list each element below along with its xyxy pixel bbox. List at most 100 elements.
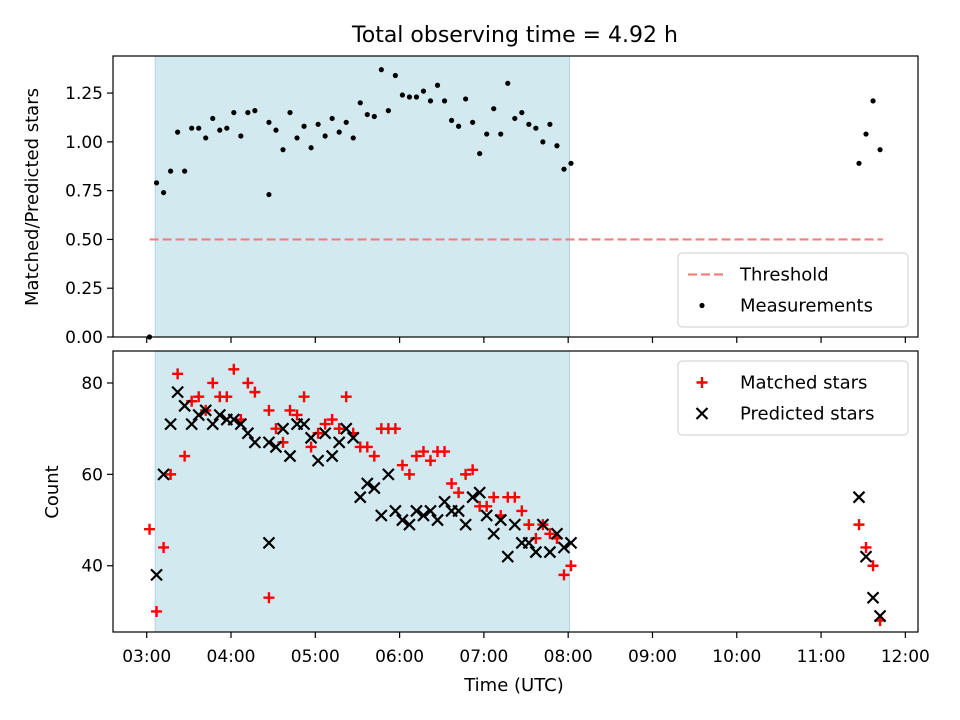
x-tick-label: 10:00 (712, 647, 761, 667)
data-point (263, 404, 275, 416)
data-point (263, 592, 275, 604)
data-point (294, 135, 300, 141)
x-tick-label: 11:00 (797, 647, 846, 667)
data-point (382, 468, 395, 481)
data-point (269, 440, 283, 454)
data-point (453, 487, 465, 499)
y-tick-label: 60 (81, 465, 103, 485)
data-point (210, 115, 216, 122)
data-point (168, 168, 174, 174)
legend: Matched stars Predicted stars (677, 360, 909, 436)
y-tick-label: 0.75 (65, 182, 103, 202)
data-point (410, 504, 423, 518)
data-point (441, 98, 448, 104)
data-point (396, 513, 409, 527)
data-point (456, 123, 462, 129)
data-point (164, 417, 177, 431)
legend-label: Matched stars (740, 373, 867, 394)
data-point (417, 446, 429, 458)
data-point (536, 518, 550, 531)
data-point (228, 363, 240, 375)
data-point (470, 119, 476, 125)
data-point (266, 191, 272, 198)
legend: Threshold Measurements (677, 252, 909, 328)
data-point (153, 180, 160, 186)
data-point (431, 513, 444, 527)
data-point (217, 127, 223, 133)
data-point (273, 127, 279, 133)
data-point (315, 121, 321, 127)
data-point (860, 541, 872, 553)
data-point (420, 88, 427, 94)
data-point (417, 509, 430, 522)
data-point (308, 145, 314, 151)
legend-label: Threshold (739, 265, 829, 286)
data-point (477, 150, 483, 157)
data-point (568, 160, 574, 166)
data-point (561, 166, 567, 172)
data-point (863, 131, 869, 137)
data-point (448, 117, 455, 123)
y-tick-label: 0.25 (65, 279, 103, 299)
data-point (318, 426, 332, 440)
data-point (325, 449, 339, 463)
data-point (291, 409, 303, 421)
data-point (221, 391, 233, 403)
data-point (270, 423, 282, 435)
data-point (509, 491, 521, 503)
data-point (484, 131, 490, 137)
data-point (189, 125, 195, 131)
y-tick-label: 40 (81, 557, 103, 577)
data-point (544, 528, 556, 540)
data-point (410, 450, 422, 462)
data-point (565, 560, 577, 572)
data-point (491, 106, 497, 112)
data-point (852, 490, 866, 504)
legend-dot-swatch (699, 302, 705, 309)
data-point (424, 504, 437, 518)
data-point (859, 550, 873, 563)
data-point (406, 94, 413, 100)
data-point (298, 391, 310, 403)
data-point (322, 133, 328, 139)
data-point (439, 446, 451, 458)
data-point (399, 92, 406, 98)
x-axis-label: Time (UTC) (463, 675, 564, 696)
data-point (353, 490, 367, 504)
data-point (192, 408, 205, 422)
data-point (480, 509, 493, 522)
data-point (446, 478, 458, 490)
plot-frame (112, 350, 919, 633)
data-point (413, 94, 420, 100)
data-point (494, 513, 508, 527)
data-point (547, 121, 553, 127)
x-tick-label: 04:00 (207, 647, 256, 667)
legend-label: Measurements (740, 296, 873, 317)
data-point (361, 477, 374, 490)
data-point (425, 455, 437, 467)
data-point (242, 377, 254, 389)
data-point (564, 536, 578, 550)
data-point (466, 490, 479, 504)
data-point (487, 527, 501, 541)
data-point (339, 422, 353, 435)
data-point (245, 109, 251, 116)
bottom-panel: 40 60 80 03:00 04:00 05:00 06:00 07:00 08:00 09:0… (81, 350, 930, 667)
data-point (385, 108, 391, 114)
data-point (234, 417, 248, 431)
data-point (473, 486, 486, 499)
data-point (144, 523, 156, 535)
data-point (364, 111, 370, 118)
data-point (512, 115, 518, 122)
data-point (403, 518, 416, 531)
y-tick-label: 0.00 (65, 328, 103, 348)
data-point (375, 509, 388, 522)
data-point (178, 399, 191, 413)
data-point (283, 449, 297, 463)
observing-window-span (154, 350, 570, 633)
data-point (498, 131, 504, 137)
x-tick-label: 05:00 (291, 647, 340, 667)
data-point (231, 109, 237, 116)
data-point (249, 386, 261, 398)
data-point (488, 491, 500, 503)
